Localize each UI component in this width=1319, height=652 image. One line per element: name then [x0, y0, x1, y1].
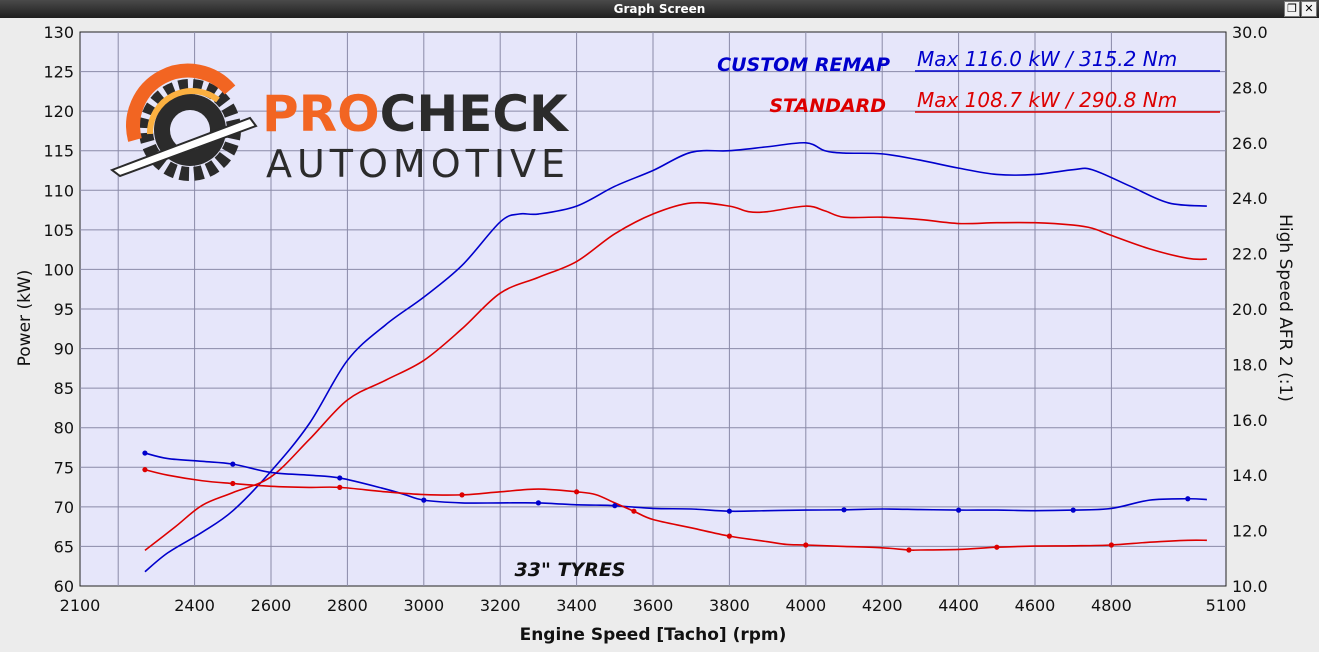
x-tick-label: 4600	[1015, 596, 1056, 615]
data-point-custom-remap	[1185, 496, 1191, 502]
left-tick-label: 80	[54, 419, 74, 438]
logo-word-check: CHECK	[380, 85, 570, 143]
data-point-custom-remap	[142, 450, 148, 456]
x-tick-label: 3800	[709, 596, 750, 615]
dyno-chart: 2100 2400 2600 2800 3000 3200 3400 3600 3800 4000…	[0, 18, 1319, 652]
left-tick-label: 65	[54, 537, 74, 556]
data-point-standard	[726, 533, 733, 539]
x-tick-label: 2100	[60, 596, 101, 615]
right-tick-label: 26.0	[1232, 134, 1268, 153]
data-point-custom-remap	[956, 507, 962, 513]
left-tick-label: 130	[43, 23, 74, 42]
series-markers	[142, 450, 1191, 553]
series-line-standard-left	[144, 201, 1207, 552]
series-line-custom-remap-right	[144, 452, 1207, 513]
left-tick-label: 85	[54, 379, 74, 398]
left-tick-label: 110	[43, 181, 74, 200]
data-point-custom-remap	[1070, 507, 1076, 513]
left-tick-label: 115	[43, 142, 74, 161]
x-tick-label: 2400	[174, 596, 215, 615]
x-tick-label: 3000	[403, 596, 444, 615]
left-tick-label: 60	[54, 577, 74, 596]
right-tick-label: 24.0	[1232, 189, 1268, 208]
data-point-custom-remap	[841, 507, 847, 513]
data-point-standard	[337, 484, 343, 490]
data-point-standard	[459, 492, 465, 498]
right-tick-label: 14.0	[1232, 466, 1268, 485]
x-tick-label: 4400	[938, 596, 979, 615]
gauge-gear-icon	[109, 63, 258, 181]
left-tick-label: 105	[43, 221, 74, 240]
data-point-standard	[803, 542, 809, 548]
tyres-annotation: 33" TYRES	[515, 559, 626, 581]
logo-word-automotive: AUTOMOTIVE	[266, 142, 570, 186]
svg-text:PROCHECK: PROCHECK	[262, 85, 570, 143]
restore-button[interactable]: ❐	[1284, 1, 1300, 17]
data-point-standard	[1108, 542, 1114, 548]
x-tick-label: 4000	[785, 596, 826, 615]
left-tick-label: 75	[54, 458, 74, 477]
data-point-custom-remap	[612, 503, 618, 509]
x-tick-label: 2600	[251, 596, 292, 615]
right-tick-label: 18.0	[1232, 355, 1268, 374]
data-point-custom-remap	[726, 508, 733, 514]
right-tick-label: 22.0	[1232, 245, 1268, 264]
legend: CUSTOM REMAP Max 116.0 kW / 315.2 Nm STA…	[717, 47, 1220, 117]
left-tick-label: 125	[43, 63, 74, 82]
close-button[interactable]: ✕	[1301, 1, 1317, 17]
left-tick-label: 90	[54, 340, 74, 359]
right-tick-label: 12.0	[1232, 522, 1268, 541]
x-tick-label: 3600	[633, 596, 674, 615]
series-line-custom-remap-left	[144, 141, 1207, 573]
logo-word-pro: PRO	[262, 85, 380, 143]
data-point-standard	[142, 467, 148, 473]
left-tick-label: 70	[54, 498, 74, 517]
data-point-standard	[574, 489, 580, 495]
right-axis-label: High Speed AFR 2 (:1)	[1275, 214, 1295, 402]
legend-label-custom-remap: CUSTOM REMAP	[717, 54, 890, 76]
x-tick-label: 5100	[1206, 596, 1247, 615]
right-tick-label: 16.0	[1232, 411, 1268, 430]
right-tick-labels: 10.0 12.0 14.0 16.0 18.0 20.0 22.0 24.0 26.0 28.0…	[1232, 23, 1268, 596]
x-tick-labels: 2100 2400 2600 2800 3000 3200 3400 3600 3800 4000…	[60, 596, 1247, 615]
data-point-custom-remap	[535, 500, 542, 506]
data-point-standard	[631, 508, 637, 514]
series-line-standard-right	[144, 468, 1207, 551]
data-point-standard	[906, 547, 912, 553]
right-tick-label: 10.0	[1232, 577, 1268, 596]
legend-max-custom-remap: Max 116.0 kW / 315.2 Nm	[917, 47, 1177, 71]
legend-label-standard: STANDARD	[769, 95, 886, 117]
data-point-standard	[994, 544, 1000, 550]
left-tick-label: 120	[43, 102, 74, 121]
right-tick-label: 30.0	[1232, 23, 1268, 42]
left-axis-label: Power (kW)	[15, 270, 35, 367]
left-tick-label: 100	[43, 260, 74, 279]
data-point-custom-remap	[230, 461, 236, 467]
x-tick-label: 4200	[862, 596, 903, 615]
x-axis-label: Engine Speed [Tacho] (rpm)	[520, 625, 787, 645]
x-tick-label: 3200	[480, 596, 521, 615]
x-tick-label: 4800	[1091, 596, 1132, 615]
left-tick-labels: 60 65 70 75 80 85 90 95 100 105 110 115 120 125 130	[43, 23, 74, 596]
gridlines	[80, 32, 1226, 586]
data-point-custom-remap	[421, 497, 427, 503]
right-tick-label: 28.0	[1232, 78, 1268, 97]
window-title: Graph Screen	[0, 0, 1319, 18]
procheck-logo: PROCHECK AUTOMOTIVE	[109, 63, 570, 186]
left-tick-label: 95	[54, 300, 74, 319]
x-tick-label: 3400	[556, 596, 597, 615]
data-point-custom-remap	[337, 475, 343, 481]
x-tick-label: 2800	[327, 596, 368, 615]
data-point-standard	[230, 480, 236, 487]
series-lines	[144, 141, 1207, 573]
legend-max-standard: Max 108.7 kW / 290.8 Nm	[917, 88, 1177, 112]
right-tick-label: 20.0	[1232, 300, 1268, 319]
